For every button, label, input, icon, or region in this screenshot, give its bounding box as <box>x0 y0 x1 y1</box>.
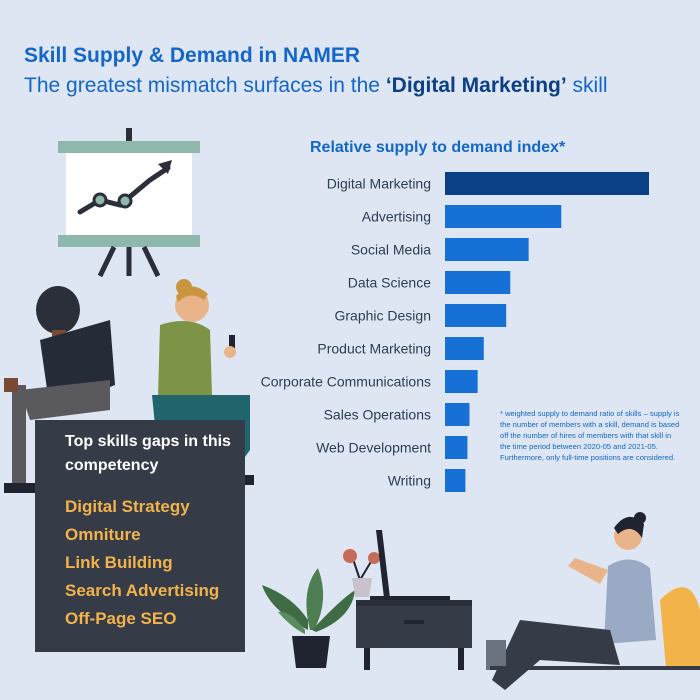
skill-gap-item: Omniture <box>65 525 141 544</box>
category-labels-layer: Digital Marketing Advertising Social Media… <box>261 176 432 489</box>
presentation-board-icon <box>58 128 200 278</box>
category-label: Sales Operations <box>324 407 431 423</box>
bar-sales-operations <box>445 403 470 426</box>
category-label: Digital Marketing <box>327 176 431 192</box>
skill-gap-item: Digital Strategy <box>65 497 190 516</box>
man-reading-figure <box>4 286 115 493</box>
bar-web-development <box>445 436 468 459</box>
chart-title: Relative supply to demand index* <box>310 139 566 156</box>
bar-writing <box>445 469 466 492</box>
category-label: Data Science <box>348 275 431 291</box>
bar-digital-marketing <box>445 172 649 195</box>
subtitle-prefix: The greatest mismatch surfaces in the <box>24 74 386 97</box>
bars-layer <box>445 172 649 492</box>
skill-gap-item: Search Advertising <box>65 581 220 600</box>
bar-corporate-communications <box>445 370 478 393</box>
subtitle-suffix: skill <box>566 74 608 97</box>
bar-social-media <box>445 238 529 261</box>
category-label: Graphic Design <box>335 308 432 324</box>
bar-graphic-design <box>445 304 507 327</box>
bar-advertising <box>445 205 562 228</box>
desk-with-laptop-icon <box>343 530 472 670</box>
category-label: Corporate Communications <box>261 374 431 390</box>
skill-gap-item: Off-Page SEO <box>65 609 177 628</box>
potted-plant-icon <box>262 568 355 668</box>
skills-gaps-heading: Top skills gaps in this competency <box>65 433 231 474</box>
woman-sitting-figure <box>486 512 700 690</box>
chart-footnote: * weighted supply to demand ratio of ski… <box>500 409 680 462</box>
skills-gaps-panel: Top skills gaps in this competency Digit… <box>35 420 245 652</box>
bar-data-science <box>445 271 511 294</box>
category-label: Writing <box>388 473 431 489</box>
skill-gap-item: Link Building <box>65 553 173 572</box>
skills-gaps-list: Digital Strategy Omniture Link Building … <box>65 493 219 633</box>
category-label: Product Marketing <box>317 341 431 357</box>
page-subtitle: The greatest mismatch surfaces in the ‘D… <box>24 74 608 98</box>
subtitle-highlight: ‘Digital Marketing’ <box>385 74 567 97</box>
bar-product-marketing <box>445 337 484 360</box>
category-label: Social Media <box>351 242 431 258</box>
category-label: Web Development <box>316 440 431 456</box>
category-label: Advertising <box>362 209 431 225</box>
page-title: Skill Supply & Demand in NAMER <box>24 44 361 67</box>
